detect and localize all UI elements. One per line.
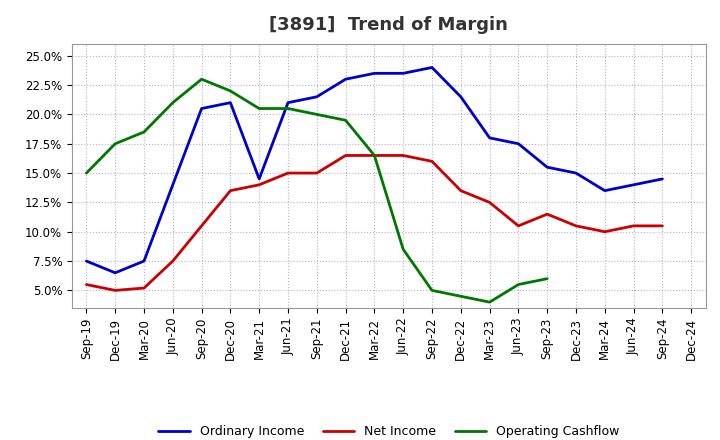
Operating Cashflow (399, 247, 408, 252)
Ordinary Income (572, 170, 580, 176)
Net Income (485, 200, 494, 205)
Ordinary Income (399, 71, 408, 76)
Ordinary Income (111, 270, 120, 275)
Ordinary Income (629, 182, 638, 187)
Ordinary Income (370, 71, 379, 76)
Net Income (226, 188, 235, 193)
Net Income (399, 153, 408, 158)
Operating Cashflow (140, 129, 148, 135)
Net Income (572, 223, 580, 228)
Operating Cashflow (111, 141, 120, 147)
Operating Cashflow (255, 106, 264, 111)
Net Income (284, 170, 292, 176)
Ordinary Income (456, 94, 465, 99)
Ordinary Income (168, 182, 177, 187)
Net Income (140, 286, 148, 291)
Operating Cashflow (341, 117, 350, 123)
Title: [3891]  Trend of Margin: [3891] Trend of Margin (269, 16, 508, 34)
Ordinary Income (600, 188, 609, 193)
Ordinary Income (226, 100, 235, 105)
Operating Cashflow (284, 106, 292, 111)
Ordinary Income (312, 94, 321, 99)
Operating Cashflow (226, 88, 235, 94)
Net Income (514, 223, 523, 228)
Net Income (82, 282, 91, 287)
Operating Cashflow (543, 276, 552, 281)
Operating Cashflow (312, 112, 321, 117)
Net Income (312, 170, 321, 176)
Net Income (370, 153, 379, 158)
Legend: Ordinary Income, Net Income, Operating Cashflow: Ordinary Income, Net Income, Operating C… (158, 425, 619, 438)
Line: Ordinary Income: Ordinary Income (86, 67, 662, 273)
Ordinary Income (514, 141, 523, 147)
Ordinary Income (284, 100, 292, 105)
Ordinary Income (82, 258, 91, 264)
Net Income (111, 288, 120, 293)
Operating Cashflow (168, 100, 177, 105)
Net Income (341, 153, 350, 158)
Operating Cashflow (370, 153, 379, 158)
Ordinary Income (197, 106, 206, 111)
Ordinary Income (543, 165, 552, 170)
Ordinary Income (428, 65, 436, 70)
Ordinary Income (341, 77, 350, 82)
Operating Cashflow (456, 293, 465, 299)
Ordinary Income (140, 258, 148, 264)
Ordinary Income (255, 176, 264, 182)
Net Income (428, 159, 436, 164)
Net Income (543, 212, 552, 217)
Net Income (255, 182, 264, 187)
Operating Cashflow (82, 170, 91, 176)
Line: Operating Cashflow: Operating Cashflow (86, 79, 547, 302)
Operating Cashflow (197, 77, 206, 82)
Net Income (658, 223, 667, 228)
Ordinary Income (485, 135, 494, 140)
Net Income (629, 223, 638, 228)
Net Income (197, 223, 206, 228)
Net Income (456, 188, 465, 193)
Net Income (600, 229, 609, 235)
Net Income (168, 258, 177, 264)
Ordinary Income (658, 176, 667, 182)
Operating Cashflow (485, 300, 494, 305)
Line: Net Income: Net Income (86, 155, 662, 290)
Operating Cashflow (514, 282, 523, 287)
Operating Cashflow (428, 288, 436, 293)
